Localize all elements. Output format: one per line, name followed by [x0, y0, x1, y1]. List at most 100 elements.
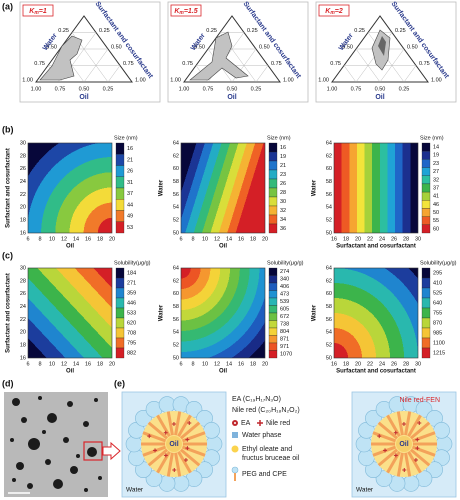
x-axis-title: Surfactant and cosurfactant — [336, 369, 416, 375]
zoom-box — [83, 441, 103, 461]
drug-mark — [163, 453, 168, 458]
ternary-tick: 0.75 — [419, 61, 430, 67]
x-tick-label: 20 — [109, 236, 115, 242]
ternary-tick: 1.00 — [327, 86, 338, 92]
ternary-tick: 0.75 — [34, 61, 45, 67]
km-box — [170, 4, 202, 17]
nanoparticle — [21, 417, 27, 423]
colorbar-title: Solubility(μg/g) — [114, 260, 151, 266]
km-value: =2 — [335, 8, 343, 15]
km-box — [22, 4, 54, 17]
legend-oil: fructus bruceae oil — [242, 455, 300, 462]
colorbar-label: 27 — [433, 169, 439, 175]
colorbar-swatch — [268, 305, 278, 314]
surfactant-tail — [177, 414, 192, 437]
colorbar-label: 870 — [433, 320, 442, 326]
colorbar-swatch — [421, 297, 431, 309]
zoom-arrow — [102, 441, 121, 461]
drug-mark — [153, 448, 158, 453]
surfactant-tail — [404, 411, 412, 436]
x-tick-label: 20 — [262, 236, 268, 242]
colorbar-label: 755 — [433, 310, 442, 316]
x-tick-label: 20 — [262, 361, 268, 367]
colorbar-swatch — [421, 183, 431, 193]
ternary-tick: 0.50 — [227, 86, 238, 92]
colorbar-label: 37 — [127, 191, 133, 197]
x-tick-label: 8 — [191, 361, 194, 367]
colorbar-label: 795 — [127, 340, 136, 346]
y-tick-label: 54 — [173, 330, 179, 336]
nanoparticle — [67, 401, 73, 407]
x-tick-label: 28 — [403, 361, 409, 367]
water-icon — [232, 432, 238, 438]
legend-formula: EA (C₁₉H₁₇N₃O) — [232, 396, 281, 403]
ternary-tick: 0.50 — [194, 44, 205, 50]
nanoparticle — [27, 483, 33, 489]
legend-peg: PEG and CPE — [242, 471, 287, 478]
x-tick-label: 18 — [343, 361, 349, 367]
colorbar-swatch — [115, 142, 125, 155]
colorbar-swatch — [421, 216, 431, 225]
oil-label: Oil — [399, 441, 408, 448]
x-tick-label: 12 — [61, 361, 67, 367]
x-tick-label: 18 — [97, 361, 103, 367]
ternary-tick: 0.50 — [407, 44, 418, 50]
nanoparticle — [53, 479, 63, 489]
colorbar-swatch — [421, 347, 431, 359]
surfactant-tail — [174, 411, 182, 436]
x-tick-label: 12 — [214, 236, 220, 242]
x-axis-title: Oil — [66, 369, 74, 375]
colorbar-title: Size (nm) — [114, 135, 138, 141]
colorbar-label: 34 — [280, 217, 286, 223]
surfactant-tail — [372, 431, 397, 443]
colorbar-swatch — [268, 205, 278, 216]
km-subscript: m — [330, 10, 335, 16]
head-group — [205, 435, 223, 453]
ternary-tick: 0.25 — [206, 28, 217, 34]
surfactant-tail — [174, 452, 182, 477]
colorbar-label: 32 — [280, 208, 286, 214]
head-group — [355, 435, 373, 453]
y-tick-label: 54 — [326, 205, 332, 211]
colorbar-swatch — [115, 307, 125, 319]
km-symbol: K — [29, 8, 35, 15]
x-tick-label: 8 — [38, 361, 41, 367]
colorbar-label: 14 — [433, 145, 439, 151]
peg-icon-head — [231, 466, 239, 474]
colorbar-label: 525 — [433, 290, 442, 296]
x-tick-label: 30 — [415, 236, 421, 242]
drug-mark — [185, 437, 190, 442]
surfactant-tail — [147, 421, 169, 440]
x-axis-title: Oil — [219, 369, 227, 375]
km-symbol: K — [325, 8, 331, 15]
y-tick-label: 52 — [326, 218, 332, 224]
x-tick-label: 12 — [214, 361, 220, 367]
nanoparticle — [83, 421, 89, 427]
contour-field — [180, 267, 266, 359]
surfactant-tail — [377, 421, 399, 440]
colorbar-swatch — [421, 167, 431, 176]
colorbar-label: 23 — [280, 172, 286, 178]
km-label: Km=1.5 — [174, 8, 197, 16]
y-tick-label: 56 — [326, 192, 332, 198]
nanoparticle — [70, 466, 78, 474]
x-tick-label: 26 — [391, 236, 397, 242]
ternary-tick: 0.75 — [123, 61, 134, 67]
drug-mark — [415, 437, 420, 442]
surfactant-tail — [142, 445, 167, 457]
y-tick-label: 18 — [20, 343, 26, 349]
x-tick-label: 6 — [26, 236, 29, 242]
colorbar-label: 274 — [280, 269, 289, 275]
panel-label: (e) — [114, 378, 125, 388]
x-tick-label: 20 — [355, 361, 361, 367]
colorbar-label: 21 — [127, 157, 133, 163]
y-tick-label: 62 — [173, 278, 179, 284]
y-tick-label: 60 — [326, 291, 332, 297]
colorbar-label: 19 — [280, 154, 286, 160]
contour-field — [180, 142, 266, 234]
nanoparticle — [28, 438, 40, 450]
surfactant-tail — [407, 414, 422, 437]
colorbar-swatch — [268, 275, 278, 284]
drug-mark — [393, 430, 398, 435]
ternary-tick: 0.25 — [395, 28, 406, 34]
